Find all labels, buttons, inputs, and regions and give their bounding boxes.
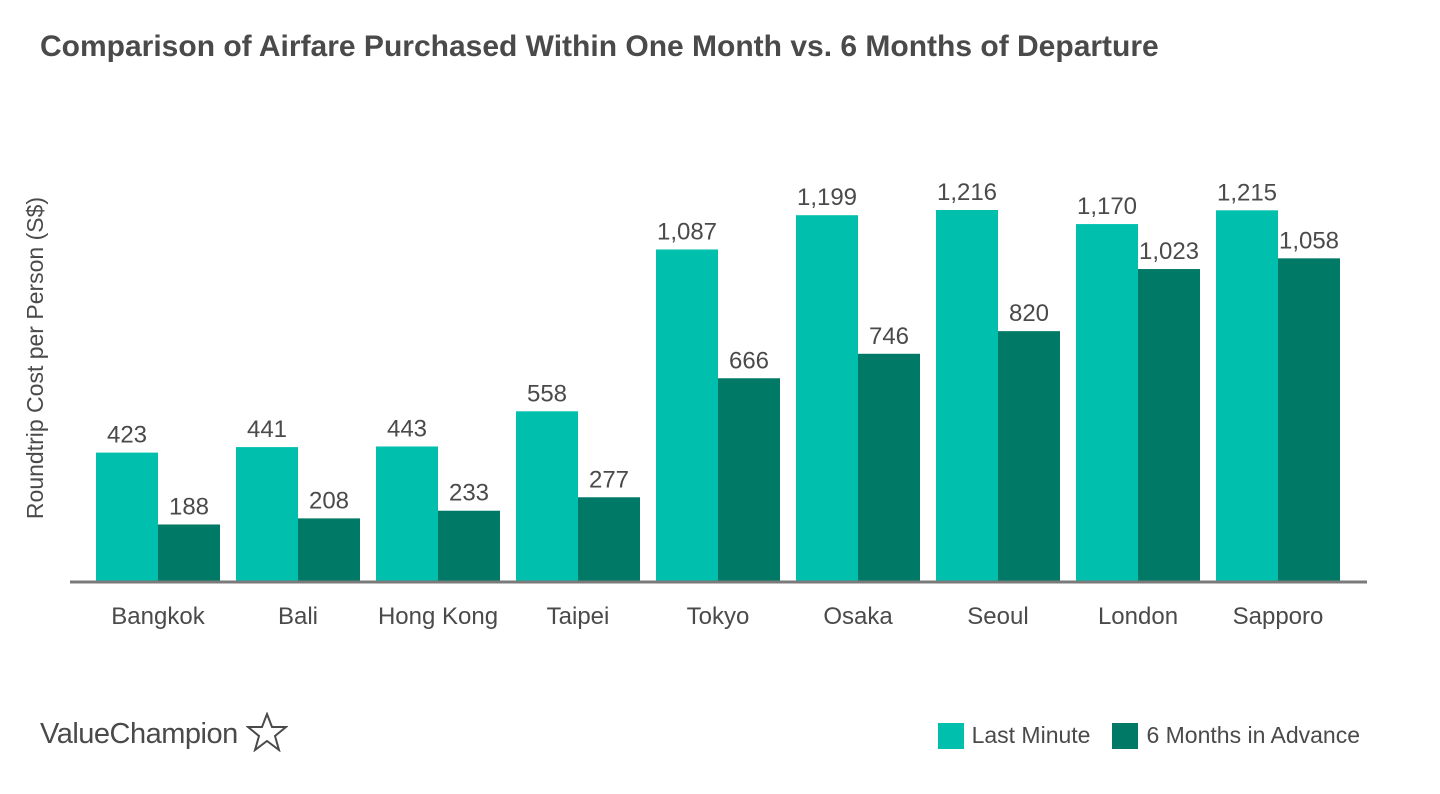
bar-london-6-months (1138, 269, 1200, 582)
bar-chart: Roundtrip Cost per Person (S$) 423 188 Ban… (22, 179, 1367, 630)
data-label-osaka-6-months: 746 (869, 323, 909, 350)
bar-hong-kong-last-minute (376, 446, 438, 582)
legend: Last Minute 6 Months in Advance (937, 722, 1360, 749)
x-tick-label-sapporo: Sapporo (1233, 603, 1324, 630)
bar-osaka-last-minute (796, 215, 858, 582)
y-axis-label: Roundtrip Cost per Person (S$) (22, 197, 48, 519)
data-label-tokyo-6-months: 666 (729, 347, 769, 374)
x-tick-label-seoul: Seoul (967, 603, 1028, 630)
data-label-hong-kong-6-months: 233 (449, 480, 489, 507)
data-label-taipei-6-months: 277 (589, 466, 629, 493)
bar-seoul-last-minute (936, 210, 998, 582)
legend-item-last-minute: Last Minute (937, 722, 1091, 749)
legend-swatch-6-months (1112, 722, 1139, 749)
bar-bangkok-last-minute (96, 452, 158, 582)
x-tick-label-bali: Bali (278, 603, 318, 630)
bar-bali-6-months (298, 518, 360, 582)
data-label-london-last-minute: 1,170 (1077, 193, 1137, 220)
x-tick-label-london: London (1098, 603, 1178, 630)
data-label-bangkok-last-minute: 423 (107, 422, 147, 449)
bar-bali-last-minute (236, 447, 298, 582)
brand-logo: ValueChampion (40, 711, 289, 757)
legend-label-6-months: 6 Months in Advance (1146, 722, 1360, 748)
data-label-bangkok-6-months: 188 (169, 493, 209, 520)
bar-taipei-last-minute (516, 411, 578, 582)
legend-item-6-months: 6 Months in Advance (1112, 722, 1360, 749)
brand-name: ValueChampion (40, 718, 238, 750)
bar-tokyo-last-minute (656, 249, 718, 583)
data-label-osaka-last-minute: 1,199 (797, 184, 857, 211)
bar-taipei-6-months (578, 497, 640, 582)
bar-sapporo-6-months (1278, 258, 1340, 582)
x-tick-label-tokyo: Tokyo (687, 603, 750, 630)
data-label-sapporo-last-minute: 1,215 (1217, 179, 1277, 206)
x-tick-label-osaka: Osaka (823, 603, 893, 630)
x-tick-label-hong-kong: Hong Kong (378, 603, 498, 630)
bar-tokyo-6-months (718, 378, 780, 582)
data-label-seoul-6-months: 820 (1009, 300, 1049, 327)
bar-hong-kong-6-months (438, 510, 500, 582)
bar-london-last-minute (1076, 224, 1138, 582)
data-label-seoul-last-minute: 1,216 (937, 179, 997, 206)
data-label-hong-kong-last-minute: 443 (387, 415, 427, 442)
star-outline-icon (244, 711, 289, 757)
chart-title: Comparison of Airfare Purchased Within O… (40, 30, 1159, 63)
data-label-bali-last-minute: 441 (247, 416, 287, 443)
bar-osaka-6-months (858, 353, 920, 582)
bar-sapporo-last-minute (1216, 210, 1278, 583)
data-label-tokyo-last-minute: 1,087 (657, 218, 717, 245)
legend-label-last-minute: Last Minute (971, 722, 1091, 748)
bar-seoul-6-months (998, 331, 1060, 582)
bar-bangkok-6-months (158, 524, 220, 582)
data-label-taipei-last-minute: 558 (527, 380, 567, 407)
x-tick-label-bangkok: Bangkok (111, 603, 205, 630)
legend-swatch-last-minute (937, 722, 964, 749)
data-label-bali-6-months: 208 (309, 487, 349, 514)
data-label-sapporo-6-months: 1,058 (1279, 227, 1339, 254)
x-tick-label-taipei: Taipei (547, 603, 610, 630)
data-label-london-6-months: 1,023 (1139, 238, 1199, 265)
